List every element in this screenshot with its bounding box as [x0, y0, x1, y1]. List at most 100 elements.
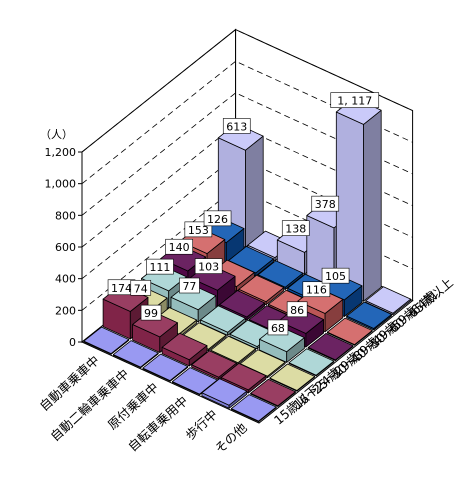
bar-top-face [307, 332, 354, 361]
data-label: 174 [107, 279, 136, 296]
data-label-box [140, 304, 162, 321]
bar-top-face [288, 348, 335, 376]
data-label-box [165, 238, 193, 255]
bar-top-face [326, 317, 373, 346]
bar [288, 348, 335, 377]
data-label: 138 [281, 220, 310, 236]
bar [307, 332, 354, 362]
y-tick-label: 400 [55, 273, 76, 286]
bar [113, 340, 159, 369]
bar [191, 350, 237, 380]
data-label-text: 68 [271, 322, 285, 335]
bar-top-face [238, 274, 285, 303]
bar-top-face [250, 378, 296, 407]
category-label: 歩行中 [182, 407, 220, 443]
data-label-box [222, 118, 251, 134]
bar-top-face [230, 394, 277, 422]
data-label: 1, 117 [330, 92, 380, 108]
bar-top-face [142, 353, 189, 382]
bar-top-face [113, 340, 159, 368]
bar-top-face [200, 305, 246, 333]
data-label-text: 77 [182, 280, 196, 293]
data-label-box [267, 319, 289, 336]
bar-top-face [201, 378, 248, 406]
bar [269, 363, 316, 392]
data-label-box [302, 281, 331, 298]
y-tick-label: 800 [55, 209, 76, 222]
data-label: 126 [203, 210, 232, 227]
bar-top-face [220, 362, 267, 391]
y-tick-label: 600 [55, 241, 76, 254]
data-label-text: 140 [169, 241, 190, 254]
bar-top-face [161, 332, 208, 361]
bar [250, 378, 296, 407]
gridline [81, 187, 413, 311]
data-label: 111 [146, 258, 174, 275]
data-label-box [330, 92, 380, 108]
data-label-text: 74 [134, 282, 148, 295]
bar-top-face [257, 260, 304, 288]
data-label-text: 105 [325, 270, 346, 283]
data-label-box [321, 267, 350, 284]
data-label-box [130, 279, 152, 296]
y-tick-label: 1,200 [45, 146, 77, 159]
bar [326, 317, 373, 346]
data-label-text: 378 [315, 198, 336, 211]
bar [200, 305, 246, 336]
data-label: 86 [286, 301, 308, 318]
data-label-box [311, 195, 340, 212]
bar-side-face [245, 135, 264, 248]
data-label: 77 [179, 277, 200, 294]
data-label: 378 [311, 195, 340, 212]
bar [161, 332, 208, 367]
gridline [81, 60, 413, 185]
bar-top-face [83, 326, 130, 355]
data-label-text: 116 [306, 284, 327, 297]
category-label: 自動二輪車乗車中 [47, 366, 131, 444]
data-label-text: 86 [290, 304, 304, 317]
bar-side-face [363, 109, 382, 302]
data-label: 68 [267, 319, 289, 336]
unit-label: （人） [40, 128, 73, 141]
chart-gridlines [81, 29, 413, 311]
gridline [81, 124, 413, 248]
data-label-box [203, 210, 232, 227]
gridline [81, 155, 413, 280]
bar-top-face [269, 363, 316, 391]
data-label-box [194, 258, 223, 274]
bar [230, 394, 277, 423]
data-label: 613 [222, 118, 251, 134]
bar-top-face [365, 286, 412, 314]
gridline [81, 29, 413, 153]
data-label-text: 111 [149, 261, 170, 274]
data-label-box [146, 258, 174, 275]
data-label-text: 103 [198, 261, 219, 274]
bar [142, 353, 189, 382]
data-label: 103 [194, 258, 223, 274]
data-label-box [281, 220, 310, 236]
gridline [81, 92, 413, 216]
bar-top-face [219, 290, 266, 318]
y-tick-label: 1,000 [45, 178, 77, 191]
data-label: 74 [130, 279, 152, 296]
data-label: 116 [302, 281, 331, 298]
data-label-text: 174 [111, 282, 132, 295]
y-tick-label: 200 [55, 304, 76, 317]
data-label: 105 [321, 267, 350, 284]
bar-top-face [191, 350, 237, 378]
bar-top-face [210, 335, 257, 364]
data-label-box [179, 277, 200, 294]
data-label: 99 [140, 304, 162, 321]
data-label: 140 [165, 238, 193, 255]
category-label: その他 [212, 420, 250, 457]
y-tick-label: 0 [69, 336, 76, 349]
data-label-text: 126 [207, 213, 228, 226]
bar [83, 326, 130, 355]
data-label-text: 99 [144, 307, 158, 320]
bar [346, 301, 392, 331]
data-label-box [286, 301, 308, 318]
bar-top-face [171, 367, 218, 395]
